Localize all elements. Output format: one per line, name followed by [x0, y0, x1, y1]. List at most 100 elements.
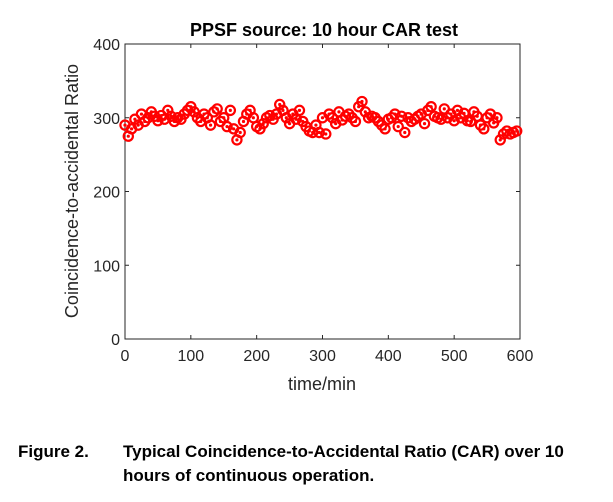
data-point-core — [136, 123, 140, 127]
data-point — [274, 98, 286, 111]
data-point-core — [205, 116, 209, 120]
data-point-core — [287, 122, 292, 126]
data-point-core — [235, 138, 239, 142]
data-point-core — [475, 114, 479, 118]
data-point — [418, 117, 431, 130]
data-point — [395, 110, 408, 122]
caption-text: Typical Coincidence-to-Accidental Ratio … — [123, 442, 564, 485]
data-point-core — [422, 122, 427, 126]
data-point — [349, 115, 362, 128]
data-point-core — [442, 107, 446, 111]
data-point-core — [317, 130, 321, 135]
data-point — [257, 117, 269, 130]
data-point-core — [495, 116, 499, 120]
data-point-core — [274, 112, 279, 116]
data-point — [448, 114, 460, 127]
data-point-core — [515, 129, 519, 133]
y-tick-label: 300 — [93, 111, 120, 128]
y-tick-label: 100 — [93, 258, 120, 275]
data-point-core — [228, 108, 232, 112]
data-point-core — [337, 110, 341, 114]
data-point-core — [311, 130, 315, 135]
data-point-core — [297, 108, 302, 112]
x-tick-label: 200 — [243, 348, 270, 365]
data-point-core — [232, 127, 236, 131]
data-point-core — [139, 112, 144, 116]
data-point — [326, 112, 339, 124]
data-point — [356, 95, 368, 108]
data-point-core — [396, 125, 400, 129]
data-point — [389, 108, 401, 120]
data-point — [478, 123, 490, 135]
car-chart: PPSF source: 10 hour CAR test 0 100 200 300… — [62, 20, 533, 394]
data-point-core — [225, 125, 229, 129]
data-point-core — [199, 119, 203, 124]
y-axis-label: Coincidence-to-accidental Ratio — [62, 64, 82, 318]
data-point-core — [162, 117, 167, 121]
data-point — [425, 100, 437, 113]
caption-label: Figure 2. — [18, 442, 89, 461]
data-point — [494, 134, 506, 146]
data-point-core — [462, 111, 466, 115]
data-point-core — [439, 117, 443, 121]
data-point-core — [241, 119, 246, 124]
data-point — [399, 126, 411, 139]
data-point-core — [320, 116, 325, 120]
data-point — [224, 104, 237, 117]
data-point — [162, 104, 174, 117]
data-point-core — [419, 112, 423, 116]
data-point-core — [482, 127, 486, 131]
data-point — [211, 103, 223, 115]
chart-title: PPSF source: 10 hour CAR test — [190, 20, 458, 40]
data-point-core — [123, 123, 127, 127]
data-point — [293, 104, 306, 117]
data-point — [511, 125, 523, 137]
x-tick-label: 100 — [177, 348, 204, 365]
data-point — [221, 120, 233, 133]
data-point-core — [334, 122, 338, 126]
data-point-core — [449, 112, 453, 116]
x-tick-label: 500 — [441, 348, 468, 365]
data-point-core — [455, 108, 460, 112]
data-point-core — [399, 114, 404, 118]
data-point-core — [324, 132, 328, 136]
data-point-core — [469, 119, 473, 124]
axes: 0 100 200 300 400 500 600 0 100 200 300 400 — [93, 37, 533, 365]
data-point-core — [129, 127, 134, 131]
data-point — [435, 113, 447, 125]
data-point — [320, 128, 332, 140]
data-point-core — [452, 119, 456, 123]
data-point — [204, 119, 217, 131]
data-point — [491, 112, 503, 124]
data-point-core — [393, 112, 397, 116]
data-point-core — [215, 107, 219, 111]
data-point-core — [294, 117, 298, 121]
data-point-core — [383, 127, 387, 131]
y-tick-label: 400 — [93, 37, 120, 54]
y-tick-label: 200 — [93, 185, 120, 202]
data-point-core — [403, 130, 407, 135]
data-point-core — [222, 116, 226, 120]
data-point-core — [238, 130, 242, 135]
data-point-core — [429, 105, 433, 109]
data-point — [142, 112, 154, 124]
data-point — [313, 126, 325, 139]
x-tick-label: 0 — [121, 348, 130, 365]
x-tick-label: 600 — [507, 348, 534, 365]
data-point-core — [360, 99, 364, 104]
data-point-core — [208, 123, 213, 127]
data-point-core — [488, 112, 492, 116]
data-point-core — [353, 119, 358, 124]
data-point — [234, 126, 246, 139]
data-points — [119, 95, 523, 146]
data-point-core — [251, 116, 255, 120]
data-point — [392, 120, 404, 133]
y-tick-label: 0 — [111, 332, 120, 349]
data-point — [188, 106, 200, 118]
data-point-core — [314, 123, 318, 127]
x-tick-label: 400 — [375, 348, 402, 365]
data-point-core — [126, 134, 130, 138]
x-tick-label: 300 — [309, 348, 336, 365]
plot-area-frame — [124, 43, 521, 340]
data-point — [379, 123, 391, 135]
